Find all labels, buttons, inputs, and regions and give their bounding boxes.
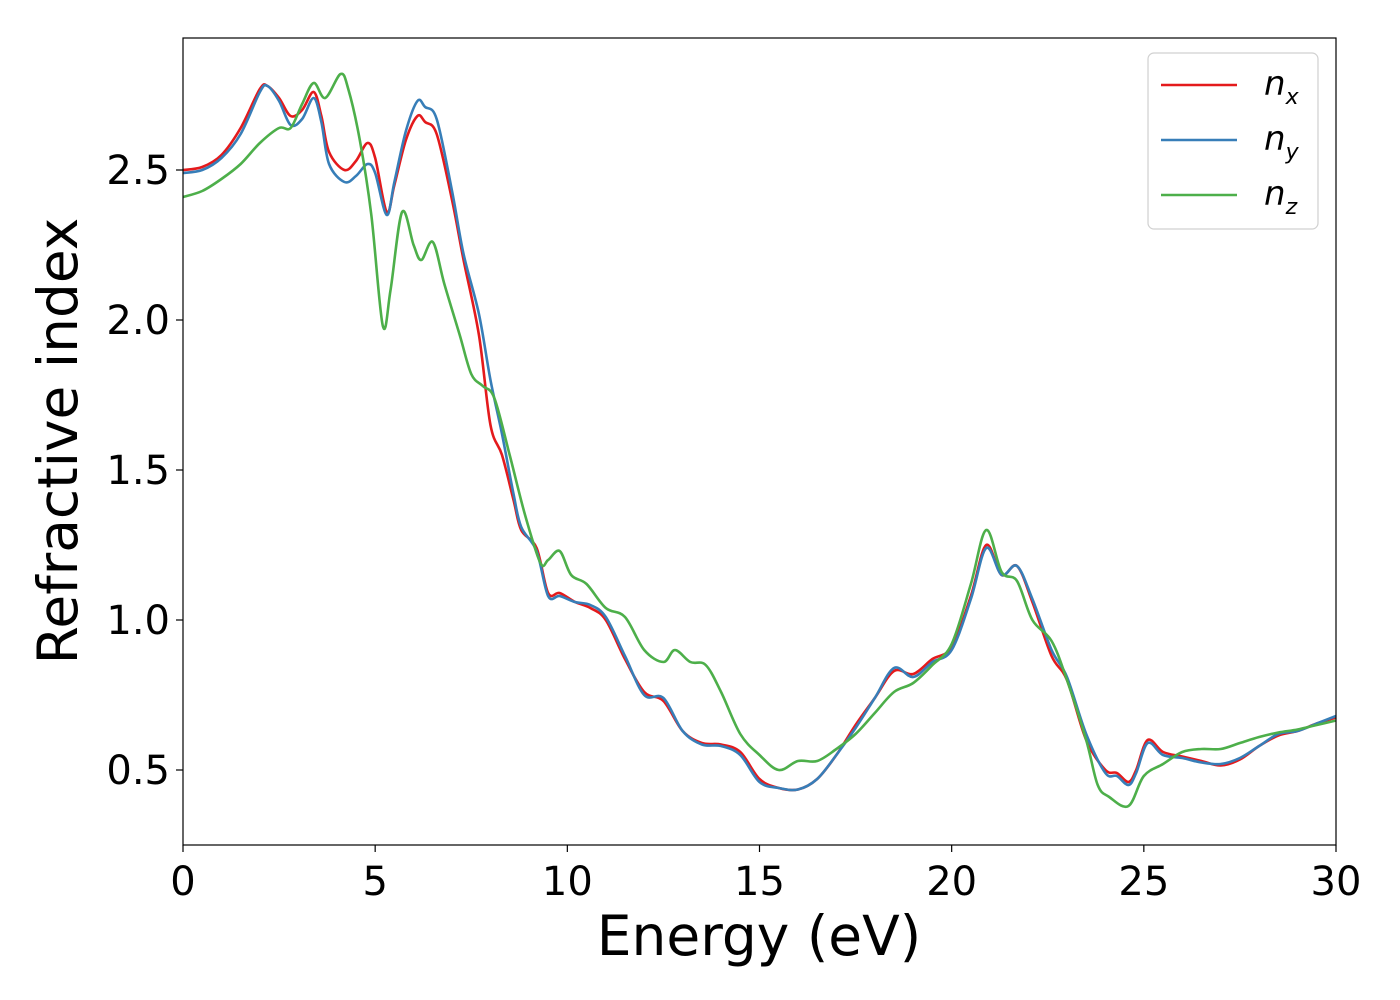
y-tick-label: 2.0 [106,298,170,344]
x-tick-label: 25 [1118,859,1169,905]
y-axis-ticks: 0.5 1.0 1.5 2.0 2.5 [106,148,183,794]
x-tick-label: 10 [542,859,593,905]
series-line-y [182,83,1337,792]
series-line-x [182,83,1337,792]
y-axis-label: Refractive index [26,218,90,665]
x-axis-ticks: 0 5 10 15 20 25 30 [170,845,1361,905]
y-tick-label: 0.5 [106,748,170,794]
x-tick-label: 0 [170,859,195,905]
series-line-z [182,72,1337,809]
series-layer [182,72,1337,809]
y-tick-label: 2.5 [106,148,170,194]
y-tick-label: 1.0 [106,598,170,644]
y-tick-label: 1.5 [106,448,170,494]
x-tick-label: 30 [1311,859,1362,905]
x-axis-label: Energy (eV) [597,904,921,968]
x-tick-label: 20 [926,859,977,905]
legend-label-x: nx [1264,64,1300,110]
x-tick-label: 15 [734,859,785,905]
x-tick-label: 5 [362,859,387,905]
